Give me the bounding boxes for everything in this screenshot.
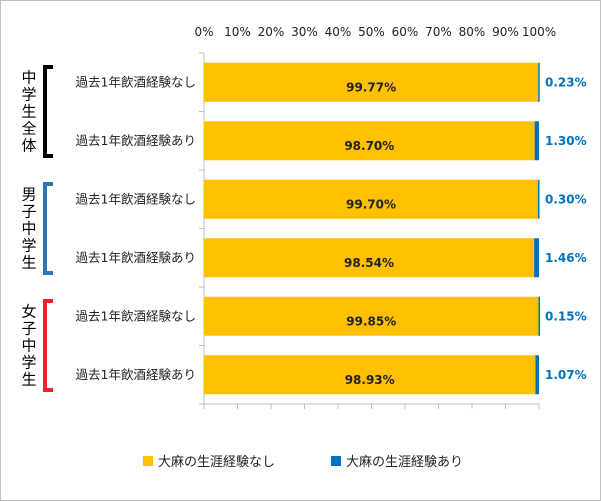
group-label: 男子中学生 <box>21 186 36 272</box>
x-tick-label: 30% <box>291 25 318 39</box>
data-label-with-experience: 1.46% <box>545 251 587 265</box>
bar-no-experience <box>204 121 535 161</box>
legend-label: 大麻の生涯経験なし <box>158 455 275 470</box>
category-label: 過去1年飲酒経験あり <box>76 250 196 265</box>
x-tick-label: 0% <box>194 25 213 39</box>
axis-layer: 0% 10% 20% 30% 40% 50% 60% 70% 80% 90% 100% 過去1年飲酒経… <box>76 25 556 409</box>
bar-no-experience <box>204 296 539 336</box>
group-label: 中学生全体 <box>21 69 36 155</box>
bar-with-experience <box>534 238 539 278</box>
x-tick-label: 80% <box>459 25 486 39</box>
x-tick-label: 50% <box>358 25 385 39</box>
x-tick-label: 100% <box>522 25 556 39</box>
group-label: 女子中学生 <box>21 303 36 389</box>
data-label-no-experience: 99.70% <box>346 197 396 211</box>
group-bracket <box>43 65 53 158</box>
data-label-no-experience: 98.93% <box>345 373 395 387</box>
category-label: 過去1年飲酒経験なし <box>76 74 196 89</box>
legend-swatch <box>143 456 153 466</box>
data-label-with-experience: 0.15% <box>545 309 587 323</box>
data-label-with-experience: 1.07% <box>545 368 587 382</box>
bar-with-experience <box>538 62 540 102</box>
x-tick-label: 70% <box>425 25 452 39</box>
data-label-with-experience: 1.30% <box>545 134 587 148</box>
bar-with-experience <box>534 121 539 161</box>
bar-no-experience <box>204 62 539 102</box>
category-label: 過去1年飲酒経験なし <box>76 191 196 206</box>
data-label-no-experience: 99.77% <box>346 80 396 94</box>
group-bracket <box>43 182 53 275</box>
bar-no-experience <box>204 238 535 278</box>
category-label: 過去1年飲酒経験なし <box>76 308 196 323</box>
group-bracket <box>43 299 53 392</box>
data-label-no-experience: 98.54% <box>344 256 394 270</box>
legend: 大麻の生涯経験なし 大麻の生涯経験あり <box>143 455 463 470</box>
bar-with-experience <box>535 355 539 395</box>
bar-with-experience <box>538 296 540 336</box>
legend-swatch <box>331 456 341 466</box>
legend-label: 大麻の生涯経験あり <box>346 455 463 470</box>
data-label-with-experience: 0.23% <box>545 75 587 89</box>
data-label-no-experience: 98.70% <box>344 139 394 153</box>
x-tick-label: 60% <box>392 25 419 39</box>
data-label-no-experience: 99.85% <box>346 314 396 328</box>
x-tick-label: 10% <box>224 25 251 39</box>
bar-no-experience <box>204 355 536 395</box>
x-tick-label: 20% <box>258 25 285 39</box>
x-tick-label: 40% <box>325 25 352 39</box>
category-label: 過去1年飲酒経験あり <box>76 367 196 382</box>
bars-layer: 99.77% 0.23% 98.70% 1.30% 99.70% 0.30% 98.54% 1… <box>204 62 587 395</box>
bar-no-experience <box>204 179 538 219</box>
bar-with-experience <box>537 179 540 219</box>
category-label: 過去1年飲酒経験あり <box>76 133 196 148</box>
data-label-with-experience: 0.30% <box>545 192 587 206</box>
x-tick-label: 90% <box>492 25 519 39</box>
